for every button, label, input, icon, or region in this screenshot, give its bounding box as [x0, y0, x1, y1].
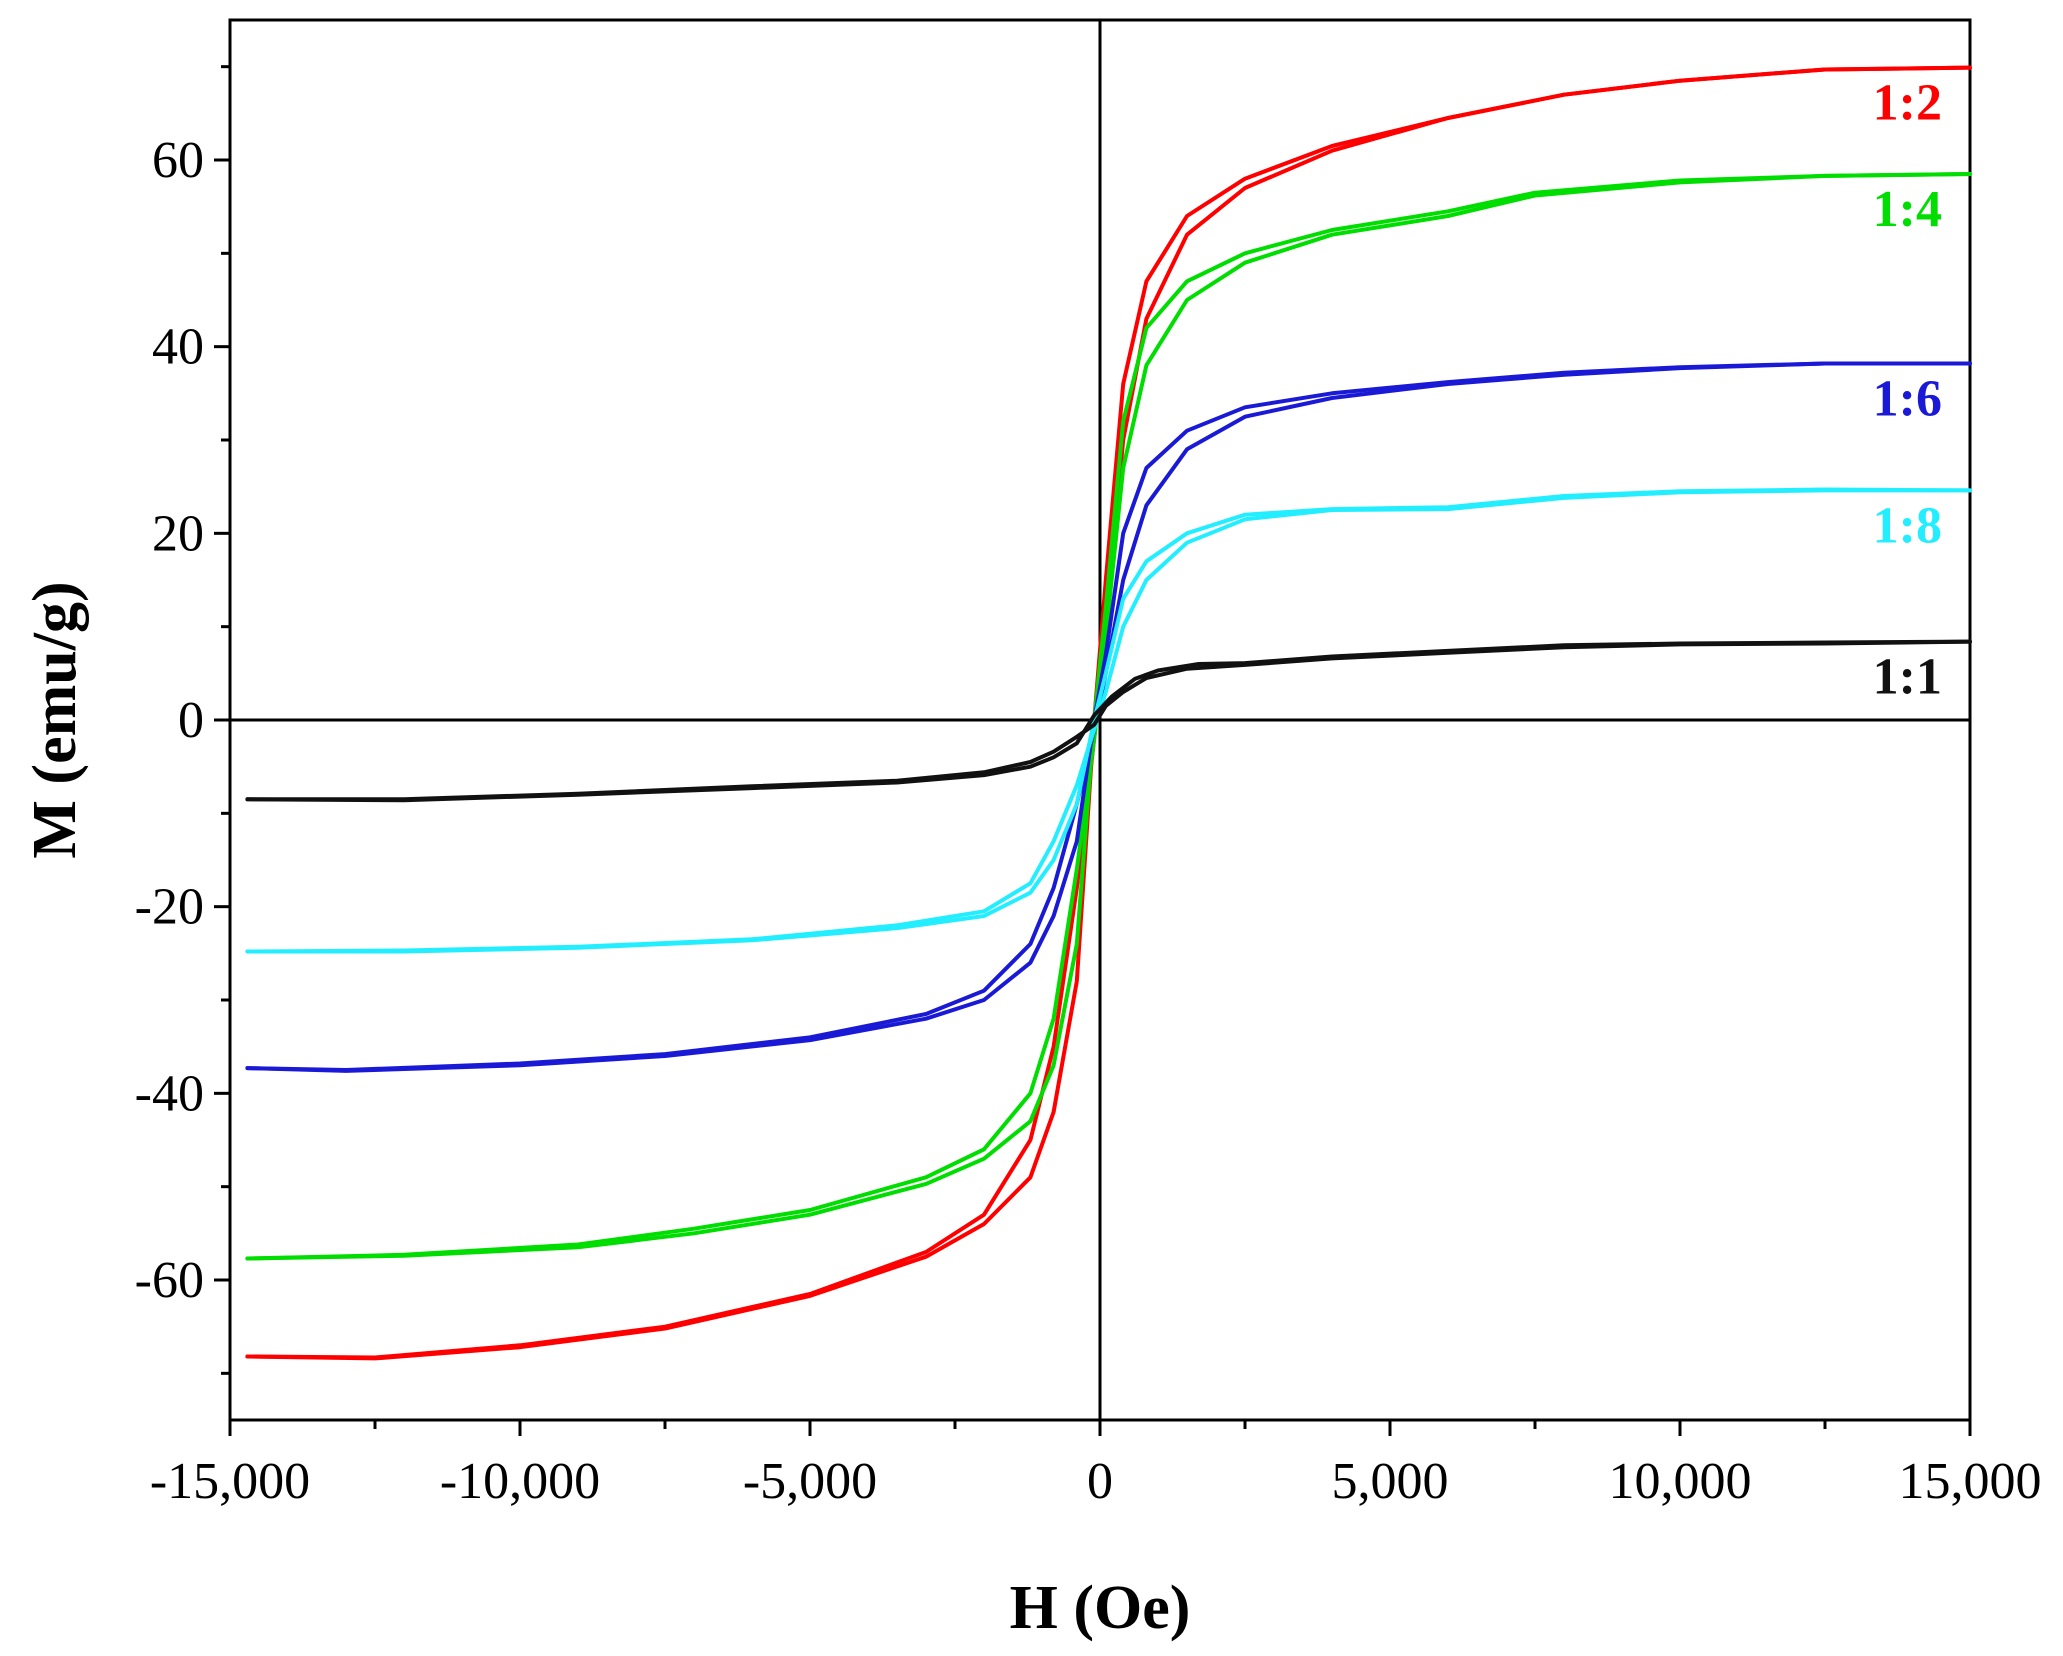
series-labels: 1:2 1:4 1:6 1:8 1:1 [1873, 75, 1942, 706]
x-tick-label: -15,000 [150, 1453, 310, 1510]
series-1-8-descending-branch [245, 487, 1972, 954]
series-1-2-ascending-branch [245, 65, 1972, 1360]
series-label-1-2: 1:2 [1873, 75, 1942, 132]
x-tick-label: 10,000 [1609, 1453, 1752, 1510]
series-lines [245, 65, 1972, 1361]
series-1-4-descending-branch [245, 172, 1972, 1261]
y-axis-ticks: -60 -40 -20 0 20 40 60 [135, 65, 230, 1375]
y-tick-label: -40 [135, 1065, 204, 1122]
series-1-6-descending-branch [245, 361, 1972, 1073]
y-tick-label: 40 [152, 319, 204, 376]
series-label-1-4: 1:4 [1873, 181, 1942, 238]
y-tick-label: -20 [135, 879, 204, 936]
x-axis-title: H (Oe) [1010, 1574, 1191, 1642]
y-tick-label: 0 [178, 692, 204, 749]
x-tick-label: 5,000 [1332, 1453, 1449, 1510]
y-tick-label: 20 [152, 505, 204, 562]
series-1-6-ascending-branch [245, 361, 1972, 1072]
series-1-1-descending-branch [245, 639, 1972, 803]
y-axis-title: M (emu/g) [21, 581, 89, 858]
x-axis-ticks: -15,000 -10,000 -5,000 0 5,000 10,000 15,000 [150, 1420, 2042, 1510]
x-tick-label: -10,000 [440, 1453, 600, 1510]
series-1-2-descending-branch [245, 65, 1972, 1361]
series-label-1-8: 1:8 [1873, 497, 1942, 554]
series-label-1-6: 1:6 [1873, 370, 1942, 427]
series-label-1-1: 1:1 [1873, 649, 1942, 706]
series-1-4-ascending-branch [245, 172, 1972, 1261]
y-tick-label: -60 [135, 1252, 204, 1309]
y-tick-label: 60 [152, 132, 204, 189]
x-tick-label: 0 [1087, 1453, 1113, 1510]
x-tick-label: -5,000 [743, 1453, 877, 1510]
x-tick-label: 15,000 [1899, 1453, 2042, 1510]
